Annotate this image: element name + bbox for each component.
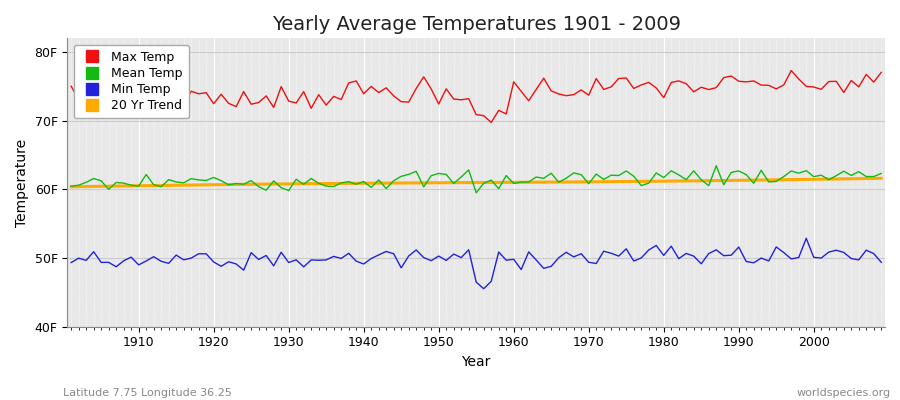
Line: 20 Yr Trend: 20 Yr Trend: [71, 178, 881, 187]
Mean Temp: [508, 181, 519, 186]
Max Temp: [486, 120, 497, 125]
Mean Temp: [471, 190, 482, 195]
X-axis label: Year: Year: [462, 355, 490, 369]
Max Temp: [66, 84, 77, 89]
Min Temp: [126, 255, 137, 260]
Min Temp: [66, 260, 77, 265]
Legend: Max Temp, Mean Temp, Min Temp, 20 Yr Trend: Max Temp, Mean Temp, Min Temp, 20 Yr Tre…: [74, 44, 189, 118]
Mean Temp: [606, 173, 616, 178]
Max Temp: [786, 68, 796, 73]
Max Temp: [508, 80, 519, 84]
Min Temp: [876, 260, 886, 265]
Y-axis label: Temperature: Temperature: [15, 138, 29, 226]
20 Yr Trend: [508, 180, 519, 185]
Title: Yearly Average Temperatures 1901 - 2009: Yearly Average Temperatures 1901 - 2009: [272, 15, 680, 34]
Mean Temp: [516, 180, 526, 184]
Min Temp: [516, 267, 526, 272]
Mean Temp: [711, 163, 722, 168]
20 Yr Trend: [126, 184, 137, 188]
20 Yr Trend: [500, 180, 511, 185]
20 Yr Trend: [66, 184, 77, 189]
Min Temp: [606, 251, 616, 256]
Text: Latitude 7.75 Longitude 36.25: Latitude 7.75 Longitude 36.25: [63, 388, 232, 398]
Min Temp: [478, 286, 489, 291]
Min Temp: [291, 257, 302, 262]
Line: Mean Temp: Mean Temp: [71, 166, 881, 193]
Max Temp: [606, 84, 616, 89]
20 Yr Trend: [291, 182, 302, 186]
Min Temp: [801, 236, 812, 241]
Line: Min Temp: Min Temp: [71, 238, 881, 289]
Max Temp: [291, 100, 302, 105]
Mean Temp: [126, 183, 137, 188]
Max Temp: [516, 89, 526, 94]
Min Temp: [336, 256, 346, 261]
Mean Temp: [876, 171, 886, 176]
20 Yr Trend: [876, 176, 886, 181]
Mean Temp: [291, 177, 302, 182]
20 Yr Trend: [598, 179, 609, 184]
Line: Max Temp: Max Temp: [71, 70, 881, 122]
Text: worldspecies.org: worldspecies.org: [796, 388, 891, 398]
20 Yr Trend: [336, 181, 346, 186]
Mean Temp: [66, 184, 77, 188]
Max Temp: [876, 70, 886, 75]
Max Temp: [126, 87, 137, 92]
Max Temp: [336, 97, 346, 102]
Min Temp: [508, 257, 519, 262]
Mean Temp: [336, 180, 346, 185]
